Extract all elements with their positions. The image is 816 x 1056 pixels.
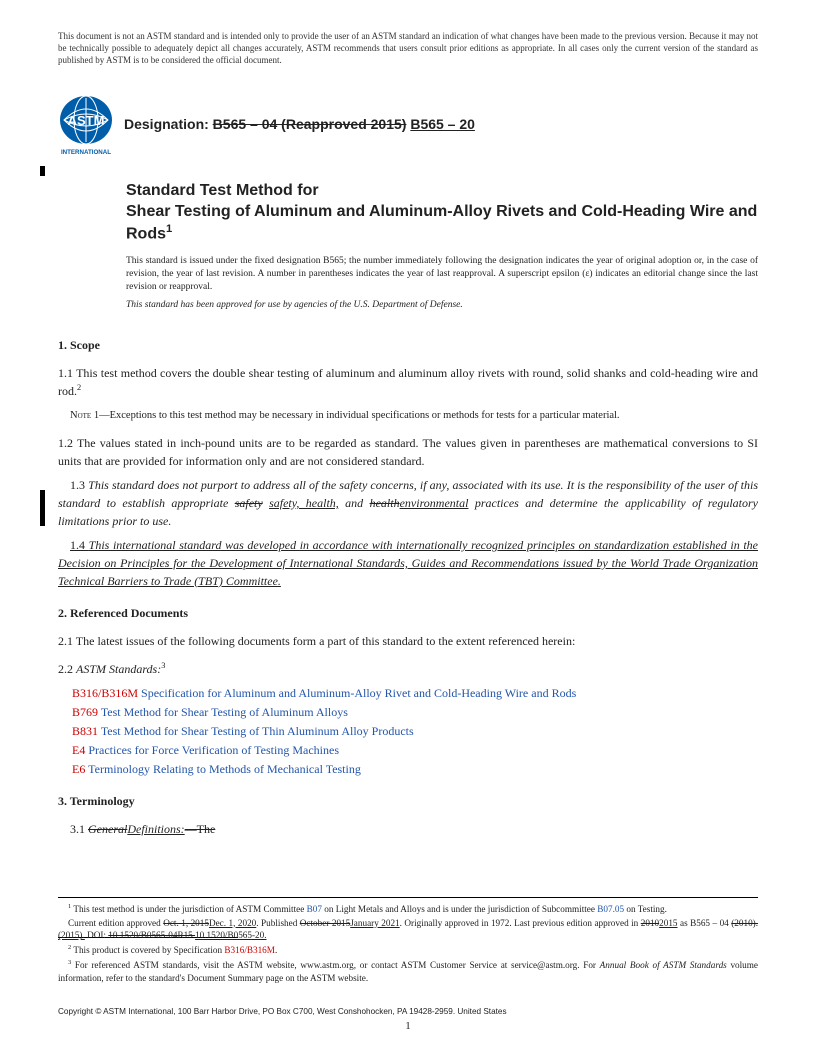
copyright-line: Copyright © ASTM International, 100 Barr… [58, 1007, 507, 1016]
para-3-1: 3.1 GeneralDefinitions:—The [58, 820, 758, 838]
ref-item: E6 Terminology Relating to Methods of Me… [72, 760, 758, 778]
change-bar-icon [40, 490, 45, 526]
issuance-note: This standard is issued under the fixed … [126, 255, 758, 312]
ref-item: E4 Practices for Force Verification of T… [72, 741, 758, 759]
change-bar-icon [40, 166, 45, 176]
page-number: 1 [0, 1020, 816, 1032]
section-3-head: 3. Terminology [58, 792, 758, 810]
footnote-1b: Current edition approved Oct. 1, 2015Dec… [58, 917, 758, 943]
footnote-2: 2 This product is covered by Specificati… [58, 943, 758, 957]
title-line1: Standard Test Method for [126, 182, 758, 200]
para-1-3: 1.3 This standard does not purport to ad… [58, 476, 758, 530]
disclaimer-text: This document is not an ASTM standard an… [58, 30, 758, 66]
designation-line: Designation: B565 – 04 (Reapproved 2015)… [124, 116, 475, 132]
para-2-1: 2.1 The latest issues of the following d… [58, 632, 758, 650]
svg-text:ASTM: ASTM [68, 113, 105, 128]
note-1: Note 1—Exceptions to this test method ma… [58, 408, 758, 424]
ref-item: B769 Test Method for Shear Testing of Al… [72, 703, 758, 721]
para-1-2: 1.2 The values stated in inch-pound unit… [58, 434, 758, 470]
title-line2: Shear Testing of Aluminum and Aluminum-A… [126, 202, 758, 244]
designation-new: B565 – 20 [410, 116, 475, 132]
designation-old: B565 – 04 (Reapproved 2015) [213, 116, 407, 132]
footnotes: 1 This test method is under the jurisdic… [58, 897, 758, 986]
ref-list: B316/B316M Specification for Aluminum an… [72, 684, 758, 778]
para-1-1: 1.1 This test method covers the double s… [58, 364, 758, 400]
dod-note: This standard has been approved for use … [126, 299, 758, 312]
astm-logo: ASTM INTERNATIONAL [58, 94, 114, 160]
section-1-head: 1. Scope [58, 336, 758, 354]
title-block: Standard Test Method for Shear Testing o… [126, 182, 758, 244]
para-1-4: 1.4 This international standard was deve… [58, 536, 758, 590]
footnote-3: 3 For referenced ASTM standards, visit t… [58, 958, 758, 985]
footnote-1: 1 This test method is under the jurisdic… [58, 902, 758, 916]
designation-label: Designation: [124, 116, 209, 132]
para-2-2: 2.2 ASTM Standards:3 [58, 660, 758, 678]
ref-item: B316/B316M Specification for Aluminum an… [72, 684, 758, 702]
content-body: 1. Scope 1.1 This test method covers the… [58, 336, 758, 838]
section-2-head: 2. Referenced Documents [58, 604, 758, 622]
svg-text:INTERNATIONAL: INTERNATIONAL [61, 149, 111, 156]
header-row: ASTM INTERNATIONAL Designation: B565 – 0… [58, 94, 758, 160]
ref-item: B831 Test Method for Shear Testing of Th… [72, 722, 758, 740]
